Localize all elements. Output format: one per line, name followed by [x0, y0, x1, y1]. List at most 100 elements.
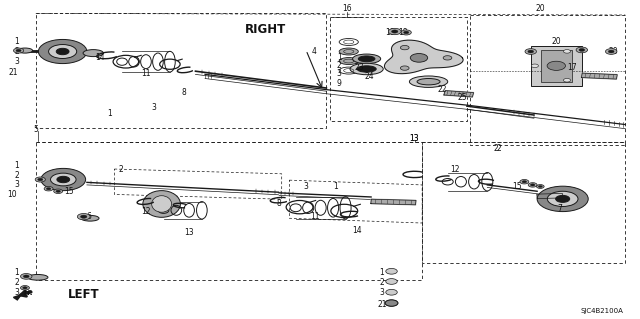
Circle shape — [547, 61, 566, 70]
Text: 1: 1 — [380, 268, 385, 277]
Text: 11: 11 — [310, 212, 319, 221]
Text: 23: 23 — [355, 63, 364, 72]
Text: 15: 15 — [64, 187, 74, 196]
Ellipse shape — [41, 168, 86, 191]
Ellipse shape — [49, 45, 77, 58]
Circle shape — [77, 213, 90, 220]
Text: 11: 11 — [141, 69, 151, 78]
Polygon shape — [13, 295, 21, 300]
Text: 21: 21 — [9, 68, 18, 77]
Circle shape — [392, 30, 398, 33]
Text: 1: 1 — [107, 109, 111, 118]
Text: 3: 3 — [14, 56, 19, 65]
Circle shape — [20, 273, 32, 279]
Circle shape — [563, 78, 571, 82]
Ellipse shape — [410, 76, 448, 87]
Text: 2: 2 — [337, 61, 342, 70]
Circle shape — [401, 30, 412, 35]
Text: 13: 13 — [410, 134, 419, 143]
Text: 2: 2 — [14, 278, 19, 287]
Ellipse shape — [350, 63, 383, 75]
Circle shape — [576, 47, 588, 53]
Circle shape — [538, 186, 542, 188]
Circle shape — [528, 50, 534, 53]
Text: 2: 2 — [118, 165, 123, 174]
Circle shape — [401, 46, 409, 50]
Circle shape — [525, 49, 536, 54]
Circle shape — [443, 56, 452, 60]
Text: 2: 2 — [493, 144, 498, 153]
Ellipse shape — [17, 48, 33, 53]
Ellipse shape — [83, 50, 104, 56]
Circle shape — [536, 185, 544, 189]
Ellipse shape — [38, 40, 87, 63]
Ellipse shape — [51, 173, 76, 186]
Text: 1: 1 — [14, 268, 19, 277]
Circle shape — [522, 181, 527, 183]
Text: 7: 7 — [557, 204, 562, 213]
Ellipse shape — [417, 78, 440, 85]
Text: 1: 1 — [14, 38, 19, 47]
Ellipse shape — [143, 191, 180, 217]
Text: 4: 4 — [311, 47, 316, 56]
Polygon shape — [385, 40, 463, 74]
Circle shape — [531, 184, 535, 186]
Text: 1: 1 — [14, 161, 19, 170]
Circle shape — [13, 48, 24, 53]
Text: 17: 17 — [568, 63, 577, 72]
Circle shape — [579, 48, 585, 51]
Ellipse shape — [547, 191, 578, 206]
Ellipse shape — [357, 66, 376, 72]
Circle shape — [520, 180, 529, 184]
Circle shape — [385, 300, 398, 306]
Text: 3: 3 — [303, 182, 308, 191]
Circle shape — [528, 183, 537, 187]
Ellipse shape — [353, 54, 381, 63]
Text: 3: 3 — [380, 288, 385, 297]
Text: 9: 9 — [337, 79, 342, 88]
Circle shape — [386, 269, 397, 274]
Text: LEFT: LEFT — [68, 288, 100, 301]
Text: 14: 14 — [352, 226, 362, 235]
Circle shape — [38, 178, 43, 181]
Text: 25: 25 — [458, 93, 467, 102]
Text: 22: 22 — [438, 85, 447, 94]
Circle shape — [35, 177, 45, 182]
Circle shape — [16, 49, 21, 52]
Circle shape — [401, 66, 409, 70]
Polygon shape — [444, 91, 474, 97]
Circle shape — [386, 289, 397, 295]
Ellipse shape — [339, 57, 358, 64]
Text: 2: 2 — [14, 171, 19, 180]
Circle shape — [410, 54, 428, 62]
Polygon shape — [537, 193, 563, 198]
Circle shape — [388, 28, 401, 35]
Polygon shape — [371, 199, 416, 205]
Text: 8: 8 — [276, 199, 281, 208]
Polygon shape — [582, 73, 617, 79]
Text: Fr.: Fr. — [24, 288, 33, 297]
Text: 20: 20 — [609, 47, 619, 56]
Circle shape — [531, 64, 538, 68]
Text: 24: 24 — [365, 72, 374, 81]
Text: 6: 6 — [86, 212, 92, 221]
Circle shape — [24, 275, 29, 278]
Ellipse shape — [152, 196, 172, 212]
Text: 10: 10 — [8, 190, 17, 199]
Text: 21: 21 — [377, 300, 387, 308]
Circle shape — [386, 278, 397, 284]
Text: 19: 19 — [385, 28, 395, 37]
Text: 14: 14 — [95, 53, 104, 62]
Circle shape — [605, 49, 617, 54]
Ellipse shape — [28, 274, 48, 280]
Text: 15: 15 — [512, 182, 522, 191]
Text: 20: 20 — [536, 4, 545, 13]
Bar — [541, 50, 572, 82]
Text: 8: 8 — [182, 88, 186, 97]
Circle shape — [44, 187, 53, 191]
Circle shape — [20, 286, 29, 290]
Ellipse shape — [81, 215, 99, 221]
Text: 20: 20 — [552, 38, 561, 47]
Text: 13: 13 — [410, 134, 419, 143]
Circle shape — [46, 188, 51, 190]
